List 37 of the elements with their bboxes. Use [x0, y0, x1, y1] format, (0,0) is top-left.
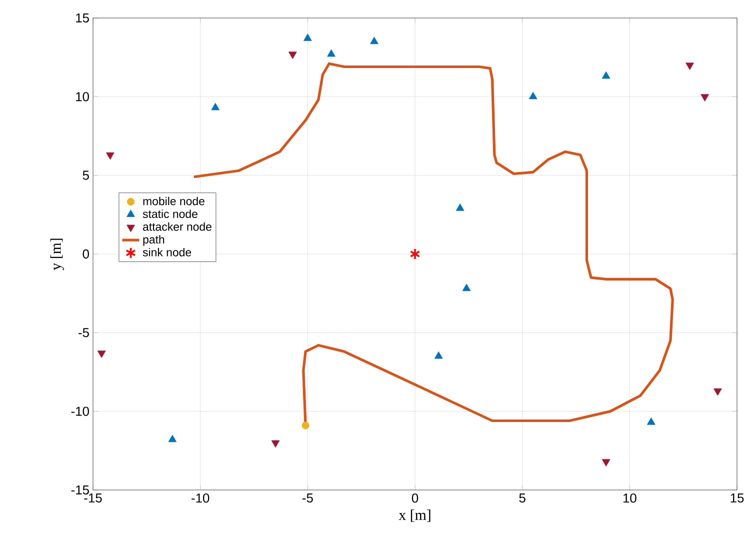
x-axis-title: x [m]	[398, 510, 430, 522]
point	[714, 388, 722, 396]
point	[302, 422, 310, 430]
point	[434, 351, 443, 359]
y-tick-label: -10	[71, 406, 89, 416]
y-tick-label: -5	[78, 328, 89, 338]
legend-label: path	[143, 235, 164, 246]
y-axis-title: y [m]	[50, 238, 64, 270]
x-tick-label: -10	[192, 494, 210, 503]
y-tick-label: 5	[82, 170, 89, 180]
point	[370, 36, 378, 44]
x-tick-label: 5	[519, 494, 526, 503]
point	[646, 418, 656, 425]
point	[456, 204, 464, 211]
point	[327, 49, 336, 57]
point	[528, 92, 538, 100]
legend-label: mobile node	[143, 196, 204, 206]
point	[602, 71, 610, 79]
y-tick-label: 15	[76, 13, 89, 23]
point	[304, 34, 312, 41]
x-tick-label: 15	[730, 494, 744, 503]
y-tick-label: 10	[76, 92, 89, 102]
x-tick-label: 10	[623, 494, 636, 503]
point	[462, 284, 471, 292]
point	[602, 459, 610, 466]
y-tick-label: -15	[71, 485, 89, 494]
x-tick-label: 0	[412, 494, 418, 503]
legend-label: sink node	[142, 248, 192, 256]
point	[97, 350, 106, 358]
point	[168, 434, 177, 442]
point	[211, 102, 220, 110]
point	[271, 440, 280, 448]
y-tick-label: 0	[82, 249, 89, 259]
point	[410, 248, 420, 260]
legend-label: static node	[142, 210, 198, 218]
x-tick-label: -5	[302, 494, 313, 503]
legend-label: attacker node	[143, 222, 212, 231]
